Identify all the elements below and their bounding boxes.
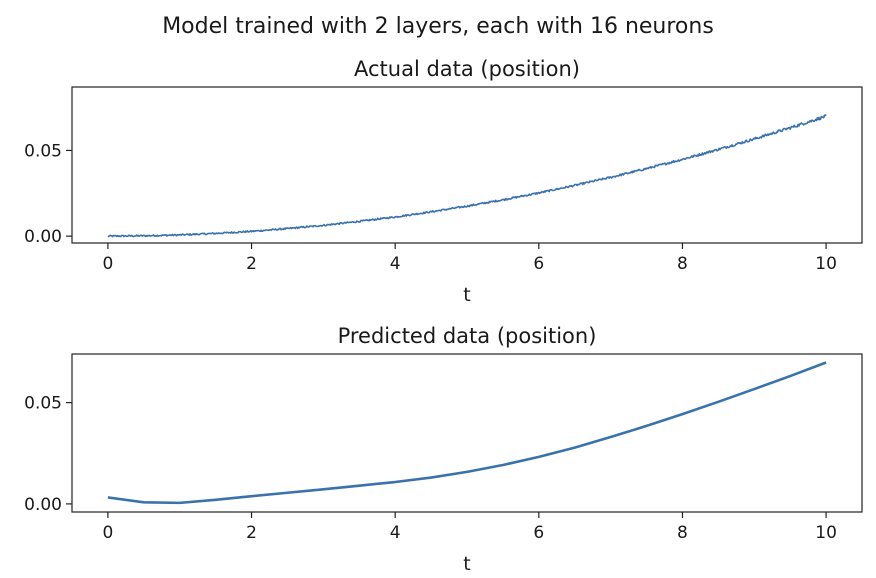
x-axis-label: t — [463, 553, 470, 575]
x-tick-label: 6 — [533, 254, 544, 274]
y-tick-label: 0.00 — [24, 495, 62, 515]
series-line — [108, 115, 826, 237]
series-line — [108, 363, 826, 503]
x-tick-label: 10 — [815, 254, 837, 274]
subplot-title: Predicted data (position) — [338, 324, 597, 348]
x-tick-label: 0 — [102, 254, 113, 274]
x-tick-label: 0 — [102, 523, 113, 543]
x-tick-label: 4 — [390, 523, 401, 543]
axes-frame — [72, 354, 862, 512]
x-axis-label: t — [463, 284, 470, 306]
x-tick-label: 8 — [677, 254, 688, 274]
x-tick-label: 2 — [246, 254, 257, 274]
y-tick-label: 0.05 — [24, 141, 62, 161]
y-tick-label: 0.00 — [24, 227, 62, 247]
subplot-2: Predicted data (position) 0 2 4 6 8 10 0.00 0.05… — [24, 324, 862, 575]
x-tick-label: 10 — [815, 523, 837, 543]
subplot-title: Actual data (position) — [354, 57, 580, 81]
y-tick-label: 0.05 — [24, 394, 62, 414]
axes-frame — [72, 87, 862, 243]
x-tick-label: 4 — [390, 254, 401, 274]
x-tick-label: 6 — [533, 523, 544, 543]
x-tick-label: 2 — [246, 523, 257, 543]
subplot-1: Actual data (position) 0 2 4 6 8 10 0.00 0.05 t — [24, 57, 862, 306]
x-tick-label: 8 — [677, 523, 688, 543]
